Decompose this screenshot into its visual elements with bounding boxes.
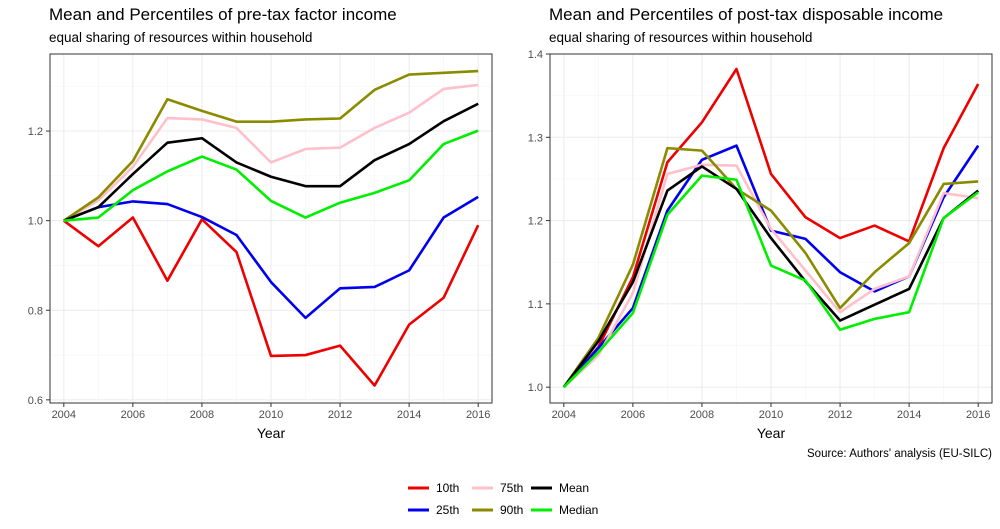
x-axis-title: Year bbox=[757, 425, 786, 441]
series-line-mean bbox=[63, 102, 479, 222]
x-tick-label: 2004 bbox=[52, 409, 76, 421]
y-tick-label: 0.6 bbox=[28, 395, 43, 407]
y-tick-label: 1.1 bbox=[528, 299, 543, 311]
y-axis: 1.0 1.1 1.2 1.3 1.4 bbox=[528, 49, 550, 394]
grid bbox=[550, 53, 992, 403]
legend-label-mean: Mean bbox=[559, 481, 589, 495]
x-tick-label: 2004 bbox=[552, 409, 576, 421]
series-line-75th bbox=[63, 83, 479, 222]
x-tick-label: 2012 bbox=[828, 409, 852, 421]
series-lines bbox=[562, 67, 980, 389]
legend: 10th 25th 75th 90th Mean Median bbox=[408, 481, 598, 517]
series-line-75th bbox=[562, 163, 979, 389]
series-line-median bbox=[63, 129, 479, 222]
x-tick-label: 2014 bbox=[397, 409, 421, 421]
x-tick-label: 2010 bbox=[259, 409, 283, 421]
legend-label-median: Median bbox=[559, 503, 598, 517]
x-tick-label: 2008 bbox=[190, 409, 214, 421]
x-tick-label: 2014 bbox=[897, 409, 921, 421]
x-tick-label: 2010 bbox=[759, 409, 783, 421]
x-tick-label: 2016 bbox=[966, 409, 990, 421]
chart-subtitle: equal sharing of resources within househ… bbox=[549, 30, 812, 45]
x-tick-label: 2012 bbox=[328, 409, 352, 421]
series-line-median bbox=[562, 174, 979, 389]
legend-label-75th: 75th bbox=[500, 481, 523, 495]
y-tick-label: 1.2 bbox=[528, 216, 543, 228]
x-tick-label: 2008 bbox=[690, 409, 714, 421]
legend-label-90th: 90th bbox=[500, 503, 523, 517]
chart-title: Mean and Percentiles of post-tax disposa… bbox=[549, 5, 943, 24]
x-axis-title: Year bbox=[257, 425, 286, 441]
series-line-90th bbox=[562, 146, 979, 388]
y-tick-label: 0.8 bbox=[28, 305, 43, 317]
chart-panel-post-tax: Mean and Percentiles of post-tax disposa… bbox=[528, 5, 993, 460]
x-tick-label: 2006 bbox=[621, 409, 645, 421]
series-line-90th bbox=[63, 69, 479, 222]
y-tick-label: 1.0 bbox=[28, 216, 43, 228]
chart-panel-pre-tax: Mean and Percentiles of pre-tax factor i… bbox=[28, 5, 493, 441]
y-tick-label: 1.4 bbox=[528, 49, 543, 61]
legend-label-25th: 25th bbox=[436, 503, 459, 517]
chart-subtitle: equal sharing of resources within househ… bbox=[49, 30, 312, 45]
source-caption: Source: Authors' analysis (EU-SILC) bbox=[807, 448, 992, 460]
series-line-10th bbox=[63, 216, 480, 387]
x-axis: 2004 2006 2008 2010 2012 2014 2016 bbox=[52, 403, 490, 421]
y-tick-label: 1.0 bbox=[528, 382, 543, 394]
y-tick-label: 1.2 bbox=[28, 126, 43, 138]
x-tick-label: 2006 bbox=[121, 409, 145, 421]
series-line-mean bbox=[562, 165, 979, 388]
chart-title: Mean and Percentiles of pre-tax factor i… bbox=[49, 5, 397, 24]
series-lines bbox=[63, 69, 480, 387]
series-line-25th bbox=[63, 195, 479, 320]
legend-label-10th: 10th bbox=[436, 481, 459, 495]
y-tick-label: 1.3 bbox=[528, 132, 543, 144]
x-axis: 2004 2006 2008 2010 2012 2014 2016 bbox=[552, 403, 990, 421]
y-axis: 0.6 0.8 1.0 1.2 bbox=[28, 126, 50, 407]
x-tick-label: 2016 bbox=[466, 409, 490, 421]
